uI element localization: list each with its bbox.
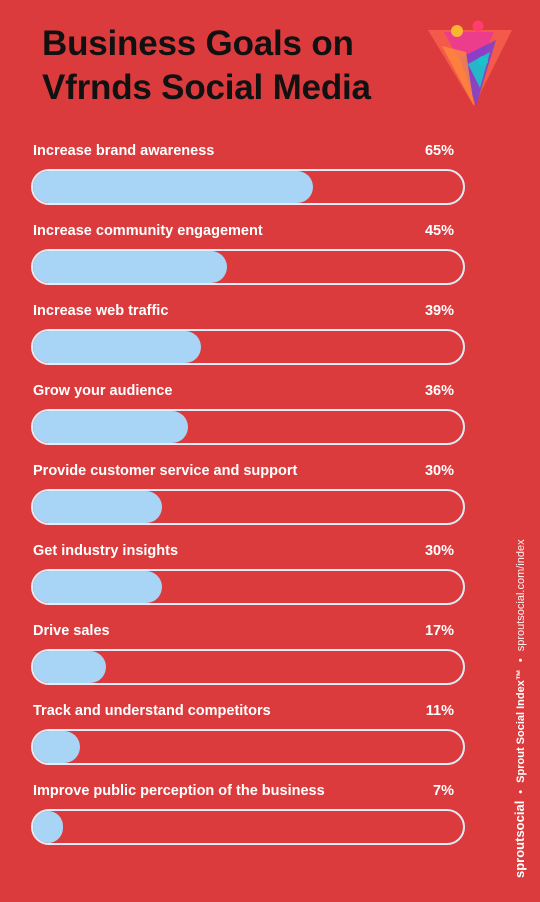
sproutsocial-logo: sproutsocial xyxy=(512,800,527,878)
bar xyxy=(33,731,81,763)
bar-value-label: 7% xyxy=(433,783,454,799)
bar-track xyxy=(31,249,465,285)
bar-row: Improve public perception of the busines… xyxy=(30,780,465,860)
bar-label: Increase community engagement xyxy=(33,223,263,239)
bar-row: Drive sales 17% xyxy=(30,620,465,700)
bar-row: Grow your audience 36% xyxy=(30,380,465,460)
bar-row: Track and understand competitors 11% xyxy=(30,700,465,780)
separator: • xyxy=(515,658,527,663)
title-line-1: Business Goals on xyxy=(42,24,354,63)
bar xyxy=(33,411,188,443)
source-url: sproutsocial.com/index xyxy=(515,539,527,652)
bar-chart: Increase brand awareness 65% Increase comm… xyxy=(30,140,465,860)
bar-track xyxy=(31,569,465,605)
bar-label: Drive sales xyxy=(33,623,110,639)
bar-track xyxy=(31,409,465,445)
bar-label: Grow your audience xyxy=(33,383,173,399)
bar xyxy=(33,651,107,683)
source-credit: sproutsocial • Sprout Social Index™ • sprout… xyxy=(512,539,527,878)
bar-value-label: 45% xyxy=(424,223,454,239)
bar-row: Increase web traffic 39% xyxy=(30,300,465,380)
bar xyxy=(33,331,201,363)
bar xyxy=(33,251,227,283)
bar-value-label: 11% xyxy=(425,703,454,719)
bar-label: Increase web traffic xyxy=(33,303,169,319)
bar-label: Improve public perception of the busines… xyxy=(33,783,325,799)
index-name: Sprout Social Index™ xyxy=(515,669,527,783)
bar-label: Get industry insights xyxy=(33,543,179,559)
bar-label: Provide customer service and support xyxy=(33,463,298,479)
bar-row: Provide customer service and support 30% xyxy=(30,460,465,540)
bar-value-label: 39% xyxy=(424,303,454,319)
bar-label: Track and understand competitors xyxy=(33,703,271,719)
page-title: Business Goals on Vfrnds Social Media xyxy=(42,22,371,110)
bar xyxy=(33,491,162,523)
bar-label: Increase brand awareness xyxy=(33,143,215,159)
bar-row: Get industry insights 30% xyxy=(30,540,465,620)
bar-value-label: 65% xyxy=(424,143,454,159)
bar xyxy=(33,171,313,203)
bar xyxy=(33,571,162,603)
bar-track xyxy=(31,329,465,365)
separator: • xyxy=(515,789,527,794)
bar-track xyxy=(31,809,465,845)
title-line-2: Vfrnds Social Media xyxy=(42,68,371,107)
bar-value-label: 17% xyxy=(424,623,454,639)
bar-value-label: 30% xyxy=(424,463,454,479)
bar-row: Increase community engagement 45% xyxy=(30,220,465,300)
bar-track xyxy=(31,729,465,765)
bar-track xyxy=(31,649,465,685)
bar-value-label: 36% xyxy=(424,383,454,399)
bar-track xyxy=(31,489,465,525)
triangle-people-logo-icon xyxy=(428,20,512,106)
bar-row: Increase brand awareness 65% xyxy=(30,140,465,220)
bar-value-label: 30% xyxy=(424,543,454,559)
bar xyxy=(33,811,64,843)
bar-track xyxy=(31,169,465,205)
